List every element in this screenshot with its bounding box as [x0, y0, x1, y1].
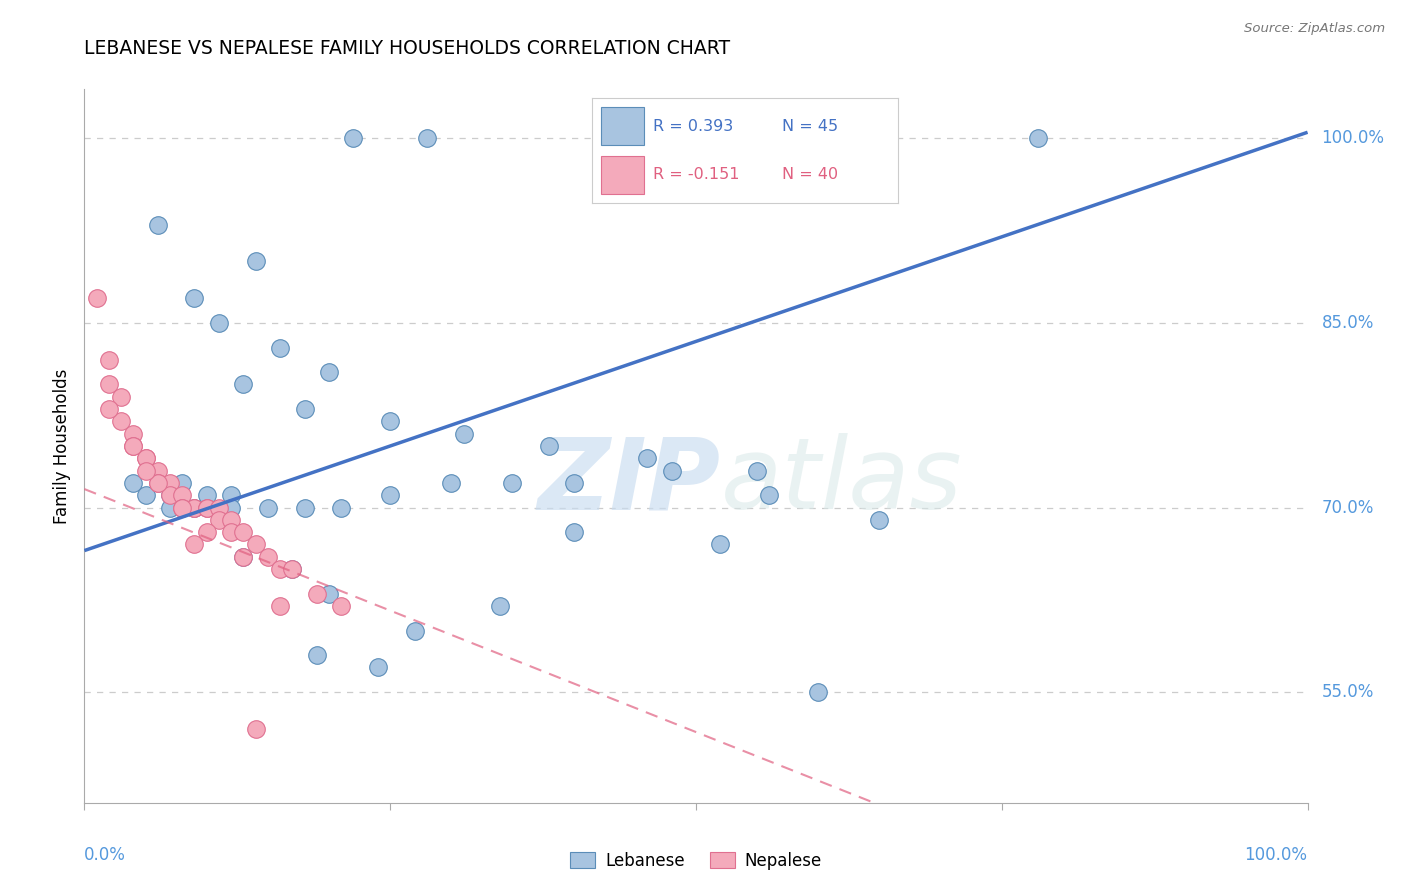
- Point: [636, 451, 658, 466]
- Point: [135, 488, 157, 502]
- Point: [146, 475, 169, 490]
- Point: [245, 254, 267, 268]
- Text: 55.0%: 55.0%: [1322, 683, 1374, 701]
- Point: [159, 488, 181, 502]
- Text: 0.0%: 0.0%: [84, 846, 127, 863]
- Point: [208, 316, 231, 330]
- Point: [269, 562, 291, 576]
- Text: 70.0%: 70.0%: [1322, 499, 1374, 516]
- Point: [330, 599, 353, 613]
- Point: [219, 513, 242, 527]
- Point: [122, 439, 145, 453]
- Point: [208, 513, 231, 527]
- Text: atlas: atlas: [720, 434, 962, 530]
- Point: [562, 525, 585, 540]
- Point: [172, 488, 194, 502]
- Point: [122, 475, 145, 490]
- Point: [269, 599, 291, 613]
- Point: [159, 488, 181, 502]
- Point: [219, 500, 242, 515]
- Point: [232, 525, 254, 540]
- Point: [172, 500, 194, 515]
- Point: [807, 685, 830, 699]
- Point: [404, 624, 426, 638]
- Point: [122, 426, 145, 441]
- Text: Source: ZipAtlas.com: Source: ZipAtlas.com: [1244, 22, 1385, 36]
- Point: [367, 660, 389, 674]
- Point: [294, 500, 316, 515]
- Point: [232, 549, 254, 564]
- Point: [195, 500, 218, 515]
- Point: [232, 377, 254, 392]
- Point: [245, 537, 267, 551]
- Point: [453, 426, 475, 441]
- Point: [183, 537, 205, 551]
- Point: [562, 475, 585, 490]
- Point: [86, 291, 108, 305]
- Point: [380, 488, 402, 502]
- Point: [195, 500, 218, 515]
- Point: [318, 587, 340, 601]
- Point: [159, 475, 181, 490]
- Point: [195, 488, 218, 502]
- Point: [195, 525, 218, 540]
- Point: [281, 562, 304, 576]
- Point: [110, 414, 132, 428]
- Point: [747, 464, 769, 478]
- Text: 85.0%: 85.0%: [1322, 314, 1374, 332]
- Point: [869, 513, 891, 527]
- Point: [135, 451, 157, 466]
- Point: [294, 402, 316, 417]
- Point: [146, 475, 169, 490]
- Point: [1028, 131, 1050, 145]
- Point: [110, 390, 132, 404]
- Point: [183, 500, 205, 515]
- Point: [318, 365, 340, 379]
- Point: [183, 291, 205, 305]
- Point: [172, 475, 194, 490]
- Point: [489, 599, 512, 613]
- Point: [269, 341, 291, 355]
- Text: ZIP: ZIP: [537, 434, 720, 530]
- Point: [97, 402, 120, 417]
- Point: [146, 218, 169, 232]
- Text: 100.0%: 100.0%: [1244, 846, 1308, 863]
- Point: [709, 537, 731, 551]
- Point: [440, 475, 463, 490]
- Text: 100.0%: 100.0%: [1322, 129, 1385, 147]
- Point: [135, 464, 157, 478]
- Point: [305, 587, 328, 601]
- Point: [135, 451, 157, 466]
- Point: [159, 500, 181, 515]
- Point: [232, 549, 254, 564]
- Point: [416, 131, 439, 145]
- Point: [208, 500, 231, 515]
- Legend: Lebanese, Nepalese: Lebanese, Nepalese: [564, 846, 828, 877]
- Y-axis label: Family Households: Family Households: [53, 368, 72, 524]
- Point: [219, 488, 242, 502]
- Point: [245, 722, 267, 736]
- Point: [380, 414, 402, 428]
- Point: [97, 377, 120, 392]
- Point: [281, 562, 304, 576]
- Point: [172, 500, 194, 515]
- Point: [219, 525, 242, 540]
- Point: [501, 475, 523, 490]
- Point: [342, 131, 364, 145]
- Point: [330, 500, 353, 515]
- Text: LEBANESE VS NEPALESE FAMILY HOUSEHOLDS CORRELATION CHART: LEBANESE VS NEPALESE FAMILY HOUSEHOLDS C…: [84, 39, 731, 58]
- Point: [661, 464, 683, 478]
- Point: [257, 549, 280, 564]
- Point: [305, 648, 328, 662]
- Point: [146, 464, 169, 478]
- Point: [758, 488, 780, 502]
- Point: [97, 352, 120, 367]
- Point: [538, 439, 561, 453]
- Point: [122, 439, 145, 453]
- Point: [183, 500, 205, 515]
- Point: [257, 500, 280, 515]
- Point: [183, 500, 205, 515]
